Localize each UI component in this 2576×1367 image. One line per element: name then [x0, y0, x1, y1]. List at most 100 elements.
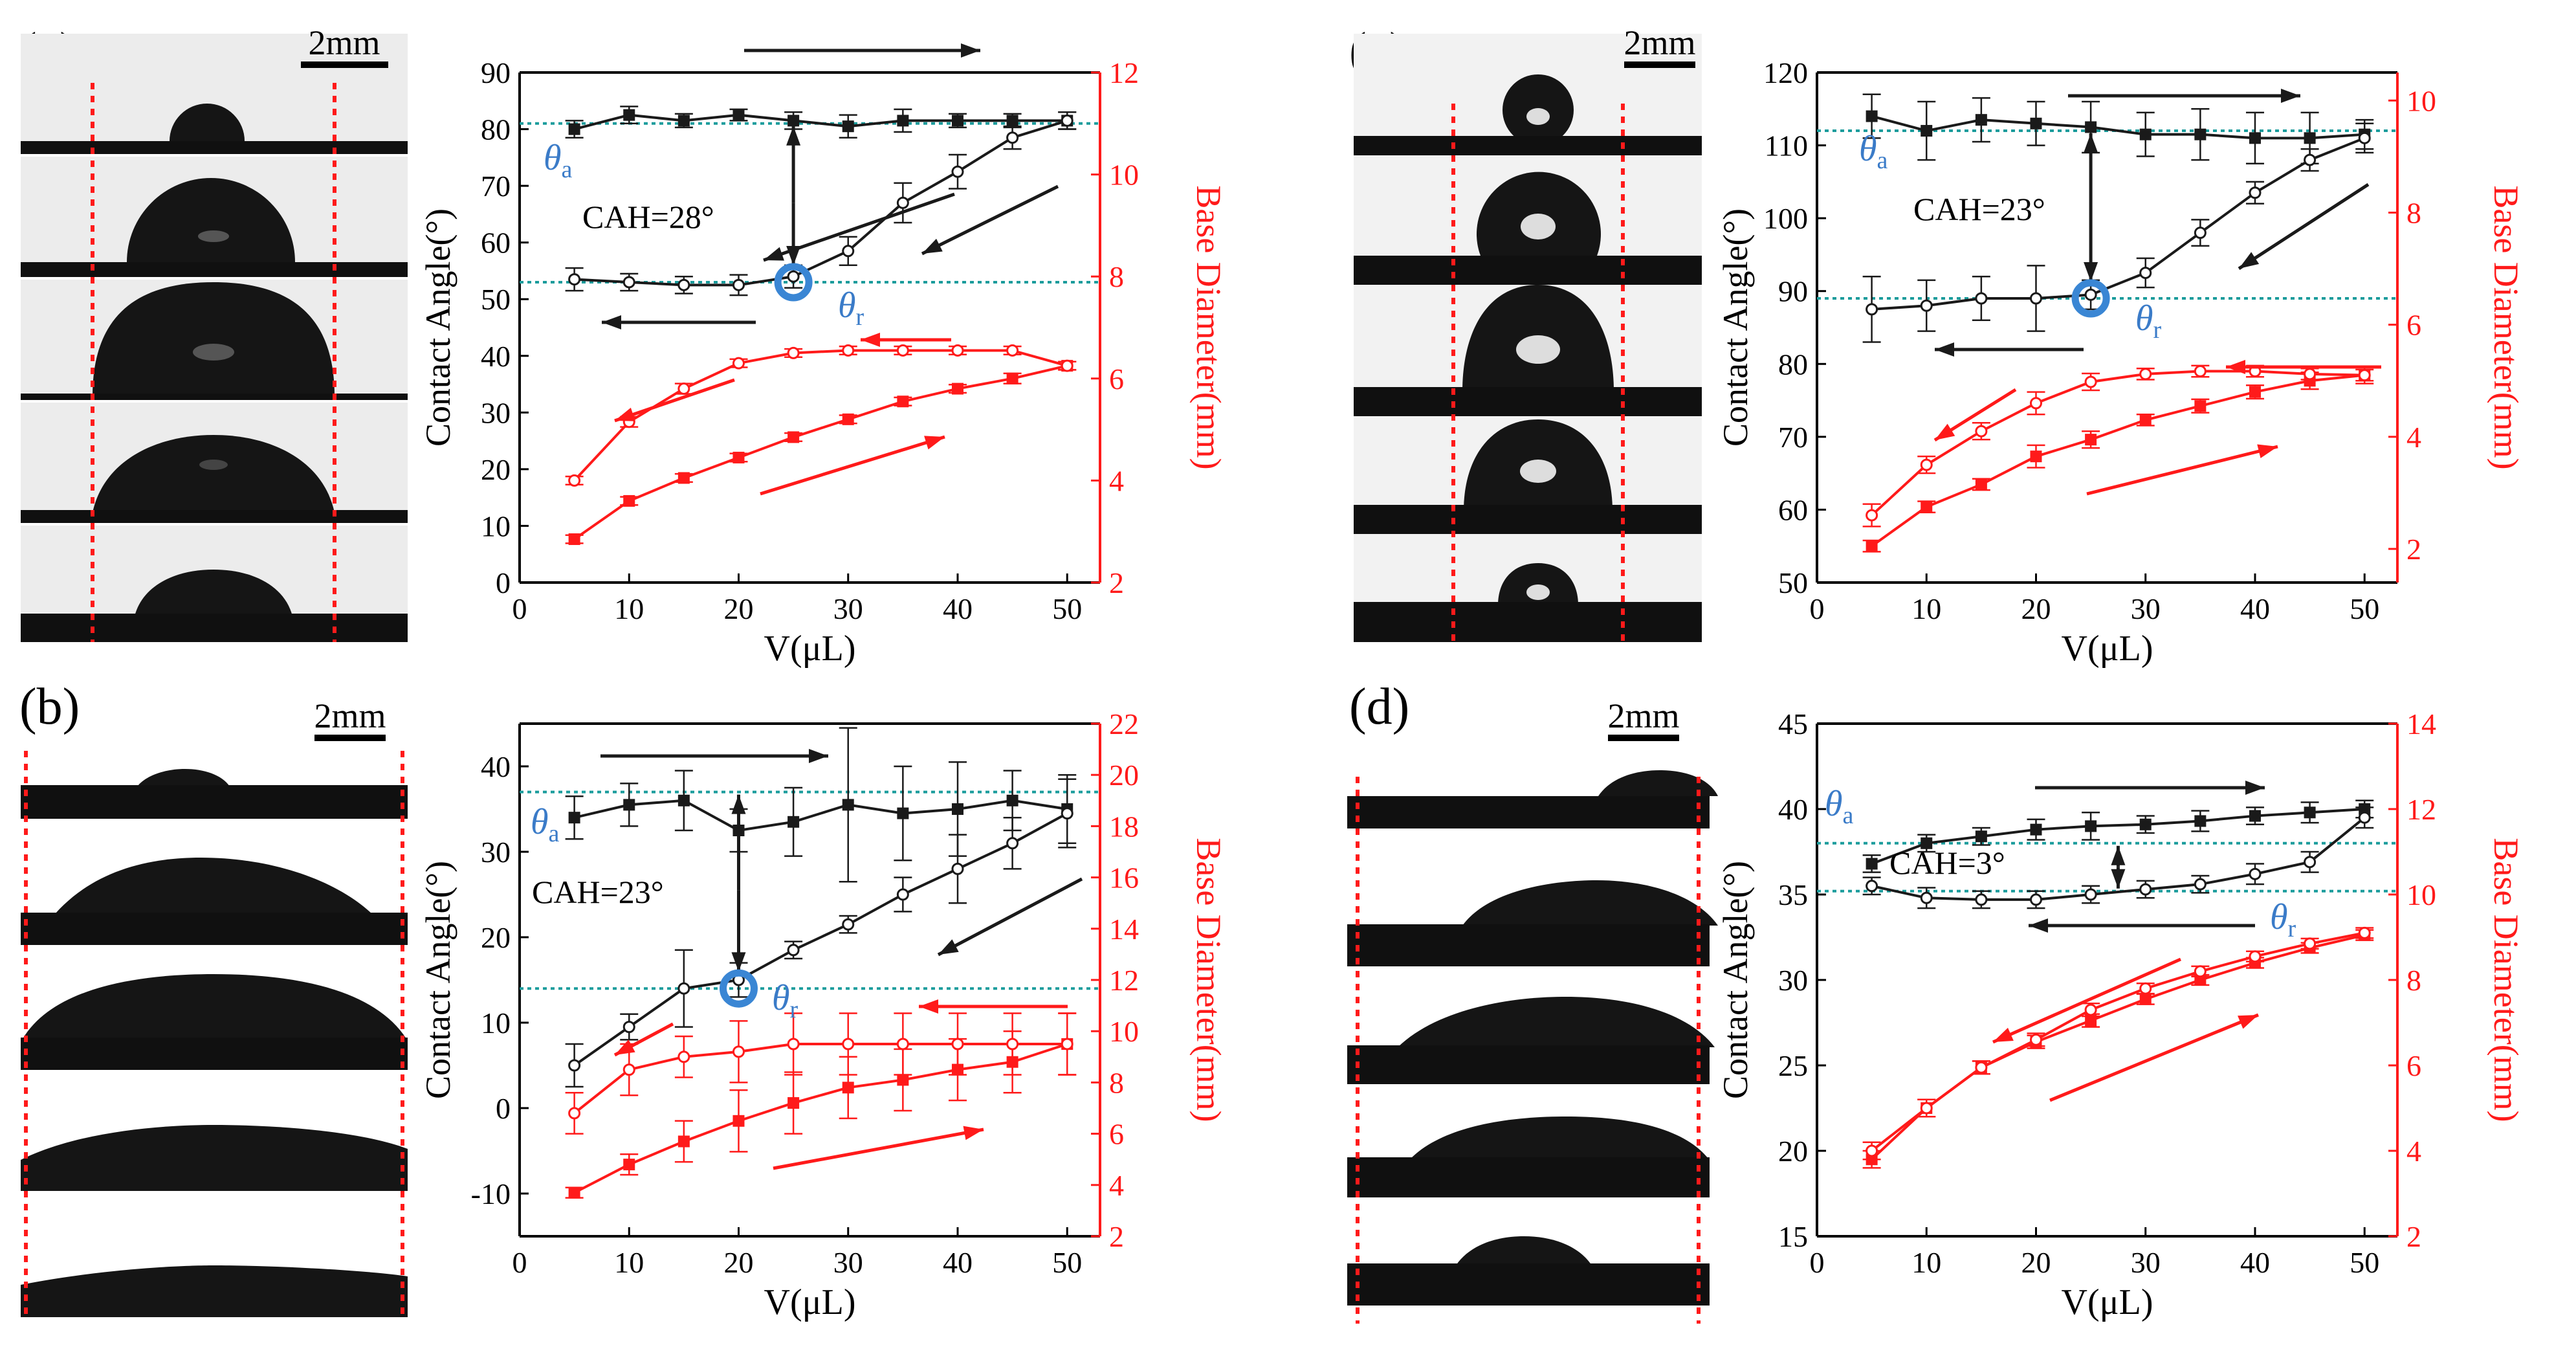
d-x-tick-label: 0 — [1810, 1246, 1825, 1279]
a-y2-tick-label: 6 — [1109, 362, 1124, 395]
drop-c5 — [1498, 563, 1578, 605]
a-y2-tick-label: 4 — [1109, 464, 1124, 497]
c-series-3 — [1862, 364, 2374, 528]
a-series-2-point — [1006, 372, 1018, 384]
d-series-1-point — [1866, 880, 1878, 893]
a-series-0-point — [842, 120, 854, 133]
c-receding-direction-arrow — [1935, 342, 2084, 357]
c-series-2-point — [1866, 540, 1878, 552]
c-series-0-point — [2194, 128, 2207, 140]
a-y-tick-label: 70 — [481, 170, 511, 203]
a-y-tick-label: 10 — [481, 509, 511, 542]
a-x-tick-label: 0 — [512, 592, 527, 625]
b-series-1-point — [622, 1021, 635, 1034]
d-injection-diameter-arrow — [2049, 1013, 2259, 1102]
c-series-1-point — [1920, 299, 1933, 312]
c-withdrawal-diagonal-arrow-shaft — [2238, 183, 2370, 271]
a-series-0-point — [897, 115, 909, 127]
c-x-tick-label: 50 — [2350, 592, 2379, 625]
d-advancing-direction-arrow-head — [2245, 781, 2265, 795]
b-series-0-point — [623, 799, 635, 811]
substrate-a4 — [21, 510, 408, 523]
c-withdrawal-diameter-arrow — [2226, 360, 2381, 374]
d-y2-axis-title: Base Diameter(mm) — [2487, 838, 2526, 1122]
a-x-axis-title: V(μL) — [764, 628, 856, 669]
c-series-2 — [1862, 366, 2374, 553]
d-series-1-point — [2194, 878, 2207, 891]
c-advancing-direction-arrow — [2068, 89, 2300, 103]
c-y-tick-label: 90 — [1778, 275, 1808, 308]
b-x-axis-title: V(μL) — [764, 1282, 856, 1322]
c-series-3-point — [2029, 397, 2042, 410]
d-y2-tick-label: 6 — [2406, 1049, 2421, 1082]
c-series-3-point — [1920, 458, 1933, 471]
b-series-1-point — [568, 1059, 581, 1072]
c-theta-r-subscript: r — [2153, 317, 2162, 344]
d-x-tick-label: 30 — [2131, 1246, 2161, 1279]
b-theta-r-highlight-ring — [719, 969, 758, 1008]
b-theta-r-subscript: r — [790, 996, 798, 1023]
d-series-3-point — [1866, 1144, 1878, 1157]
a-y-tick-label: 80 — [481, 113, 511, 146]
d-series-1-point — [2304, 856, 2317, 869]
drop-b1 — [137, 768, 230, 786]
substrate-d2 — [1347, 924, 1710, 966]
c-series-0-point — [2030, 117, 2042, 129]
d-y-axis-title: Contact Angle(°) — [1716, 861, 1755, 1099]
a-series-3-point — [1061, 359, 1073, 372]
d-y-tick-label: 35 — [1778, 878, 1808, 911]
substrate-c4 — [1354, 505, 1702, 534]
c-y-tick-label: 80 — [1778, 348, 1808, 381]
c-series-0-point — [1921, 125, 1933, 137]
d-x-tick-label: 20 — [2021, 1246, 2051, 1279]
drop-b3 — [23, 974, 406, 1039]
a-theta-a-label: θa — [544, 138, 573, 183]
b-y2-tick-label: 10 — [1109, 1015, 1139, 1048]
b-series-0-point — [842, 799, 854, 811]
b-y-tick-label: 30 — [481, 836, 511, 869]
a-series-2-point — [897, 395, 909, 408]
d-theta-r-subscript: r — [2288, 915, 2296, 942]
b-series-3-point — [1006, 1038, 1019, 1050]
c-theta-a-subscript: a — [1877, 147, 1888, 174]
a-series-3-point — [842, 344, 855, 357]
a-advancing-direction-arrow-head — [961, 43, 980, 58]
d-series-3-line — [1871, 931, 2365, 1152]
c-cah-arrow-down — [2084, 214, 2098, 282]
substrate-b2 — [21, 913, 408, 945]
a-series-2 — [565, 360, 1077, 546]
a-withdrawal-curve-arrow — [921, 184, 1059, 256]
b-advancing-direction-arrow — [600, 749, 828, 763]
drop-a2-highlight — [198, 230, 229, 242]
a-theta-r-subscript: r — [856, 304, 864, 331]
b-series-3-point — [622, 1063, 635, 1076]
b-series-0-point — [897, 807, 909, 819]
b-theta-a-subscript: a — [549, 820, 560, 847]
drop-d4 — [1411, 1117, 1708, 1159]
a-y2-axis-title: Base Diameter(mm) — [1189, 185, 1228, 469]
b-series-1-point — [677, 982, 690, 995]
a-withdrawal-diagonal-arrow-shaft — [763, 192, 955, 262]
d-x-tick-label: 10 — [1911, 1246, 1941, 1279]
a-series-3-point — [732, 357, 745, 370]
b-series-3-point — [842, 1038, 855, 1050]
b-y-tick-label: 20 — [481, 921, 511, 954]
drop-c5-highlight — [1526, 584, 1550, 600]
c-series-0 — [1862, 93, 2374, 164]
d-series-2-point — [2139, 993, 2152, 1005]
b-series-2-point — [732, 1115, 745, 1127]
a-series-0 — [565, 106, 1077, 139]
d-series-3-point — [2304, 937, 2317, 950]
a-series-1-point — [622, 276, 635, 289]
a-theta-r-label: θr — [838, 285, 864, 331]
c-withdrawal-diagonal-arrow — [2238, 183, 2370, 271]
d-series-0-point — [1866, 858, 1878, 870]
d-series-3-point — [1975, 1061, 1988, 1074]
drop-c3-highlight — [1516, 335, 1560, 364]
d-y2-tick-label: 2 — [2406, 1220, 2421, 1253]
substrate-a1 — [21, 141, 408, 154]
d-theta-a-subscript: a — [1843, 802, 1854, 829]
c-series-2-point — [2194, 400, 2207, 412]
b-series-3-line — [573, 1043, 1068, 1115]
b-y-tick-label: 40 — [481, 750, 511, 783]
